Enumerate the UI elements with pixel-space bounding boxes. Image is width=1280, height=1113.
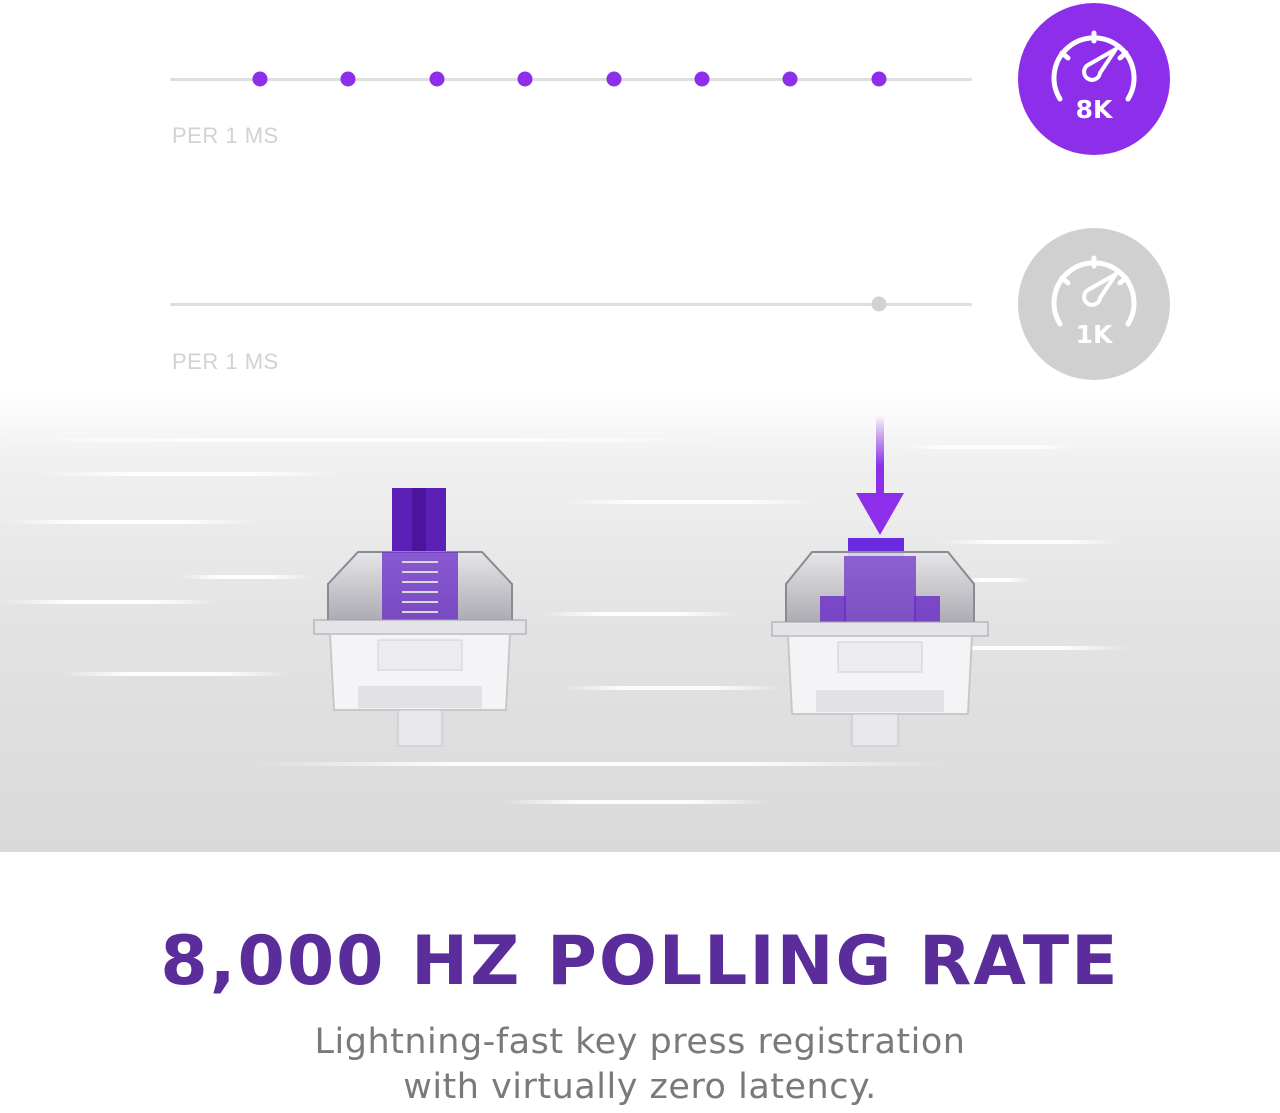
poll-dot [871,296,887,312]
speed-line [900,445,1080,449]
poll-dot [871,71,887,87]
poll-dot [252,71,268,87]
subtext-line-1: Lightning-fast key press registration [314,1022,966,1062]
speed-line [540,612,740,616]
badge-label: 1K [1075,320,1113,349]
poll-dot [694,71,710,87]
headline: 8,000 HZ POLLING RATE [160,922,1120,1001]
arrow-down-icon [856,415,904,535]
speed-line [180,575,310,579]
subtext-line-2: with virtually zero latency. [403,1067,877,1107]
badge-1k: 1K [1018,228,1170,380]
speed-line [0,520,260,524]
hero-illustration: PER 1 MS 8K PER 1 MS 1K [0,0,1280,852]
polling-track-8k [170,78,972,81]
speed-line [560,686,780,690]
speed-line [0,600,220,604]
poll-dot [340,71,356,87]
speed-line [560,500,820,504]
speed-line [0,438,720,442]
poll-dot [782,71,798,87]
speed-line [40,472,340,476]
speed-line [60,672,290,676]
speed-line [250,762,950,766]
speed-line [940,540,1120,544]
speed-line [900,646,1130,650]
speedometer-icon [1051,30,1137,102]
badge-label: 8K [1075,95,1113,124]
poll-dot [517,71,533,87]
rate-label: PER 1 MS [172,349,279,374]
badge-8k: 8K [1018,3,1170,155]
rate-label: PER 1 MS [172,123,279,148]
key-switch-pressed [771,538,989,747]
poll-dot [429,71,445,87]
polling-track-1k [170,303,972,306]
speed-line [960,578,1030,582]
speed-line [500,800,770,804]
speedometer-icon [1051,255,1137,327]
poll-dot [606,71,622,87]
key-switch-unpressed [313,488,527,747]
